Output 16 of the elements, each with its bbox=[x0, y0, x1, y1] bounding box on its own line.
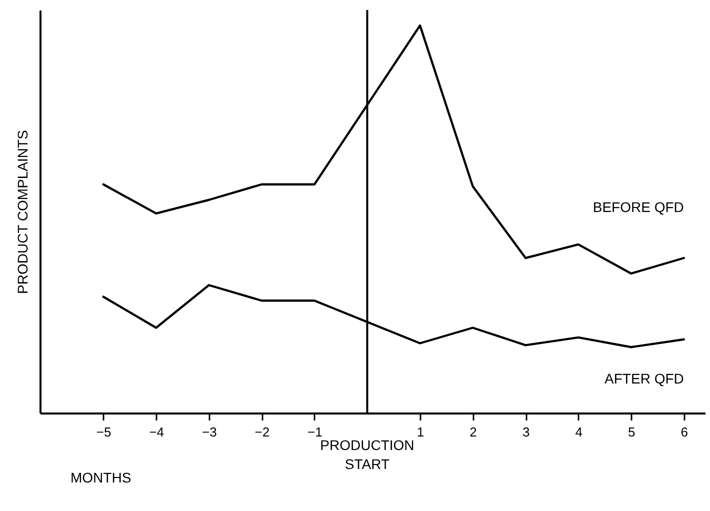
x-tick-label: 5 bbox=[628, 424, 636, 440]
x-tick-label: 3 bbox=[522, 424, 530, 440]
series-label: AFTER QFD bbox=[604, 370, 684, 386]
x-tick-label: 4 bbox=[575, 424, 582, 440]
ref-line-label: PRODUCTION START bbox=[320, 437, 414, 472]
x-tick-label: −5 bbox=[96, 424, 112, 440]
x-tick-label: 2 bbox=[470, 424, 477, 440]
x-tick-label: −2 bbox=[254, 424, 270, 440]
y-axis-title: PRODUCT COMPLAINTS bbox=[14, 130, 30, 294]
x-tick-label: 1 bbox=[416, 424, 424, 440]
x-tick-label: −3 bbox=[202, 424, 217, 440]
x-tick-label: −4 bbox=[149, 424, 164, 440]
x-tick-label: 6 bbox=[680, 424, 688, 440]
x-tick-label: −1 bbox=[308, 424, 322, 440]
x-axis-title: MONTHS bbox=[70, 470, 132, 486]
text: BEFORE QFD bbox=[592, 199, 684, 215]
